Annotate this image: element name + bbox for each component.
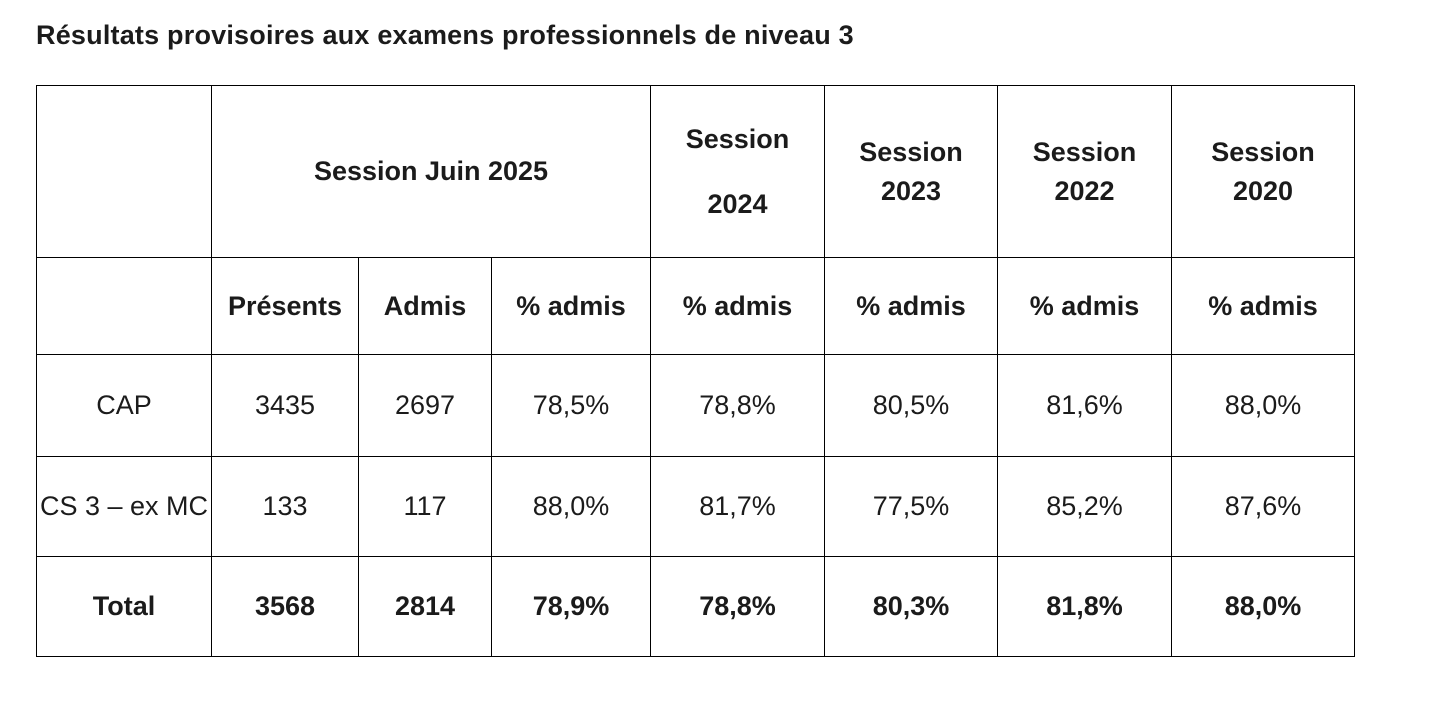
header-session-2020-word: Session [1211,136,1315,167]
cell-pct-2022: 81,6% [997,354,1172,457]
header-row-measures: Présents Admis % admis % admis % admis %… [36,257,1355,355]
cell-admis: 117 [358,456,492,557]
cell-pct-2020: 88,0% [1171,556,1355,657]
table-row-cs3-ex-mc: CS 3 – ex MC 133 117 88,0% 81,7% 77,5% 8… [36,456,1355,557]
cell-pct-2022: 85,2% [997,456,1172,557]
cell-pct-2025: 78,9% [491,556,651,657]
subheader-pct-admis-2025: % admis [491,257,651,355]
corner-blank-cell [36,85,212,258]
subheader-blank-cell [36,257,212,355]
table-row-total: Total 3568 2814 78,9% 78,8% 80,3% 81,8% … [36,556,1355,657]
header-session-2020: Session 2020 [1171,85,1355,258]
cell-pct-2023: 80,5% [824,354,998,457]
cell-pct-2025: 78,5% [491,354,651,457]
header-session-2023-word: Session [859,136,963,167]
subheader-pct-admis-2023: % admis [824,257,998,355]
cell-pct-2023: 77,5% [824,456,998,557]
cell-admis: 2697 [358,354,492,457]
cell-presents: 3568 [211,556,359,657]
header-session-2022-year: 2022 [1054,175,1115,206]
cell-pct-2024: 81,7% [650,456,825,557]
subheader-pct-admis-2024: % admis [650,257,825,355]
subheader-pct-admis-2022: % admis [997,257,1172,355]
header-row-sessions: Session Juin 2025 Session 2024 Session 2… [36,85,1355,258]
cell-presents: 133 [211,456,359,557]
cell-pct-2020: 88,0% [1171,354,1355,457]
page-title: Résultats provisoires aux examens profes… [36,20,854,50]
cell-pct-2024: 78,8% [650,354,825,457]
header-session-2023: Session 2023 [824,85,998,258]
subheader-pct-admis-2020: % admis [1171,257,1355,355]
header-session-2023-year: 2023 [880,175,942,206]
table-row-cap: CAP 3435 2697 78,5% 78,8% 80,5% 81,6% 88… [36,354,1355,457]
header-session-juin-2025: Session Juin 2025 [211,85,651,258]
header-session-2022-word: Session [1032,136,1137,167]
header-session-2020-year: 2020 [1232,175,1294,206]
cell-pct-2024: 78,8% [650,556,825,657]
subheader-admis: Admis [358,257,492,355]
row-label: CAP [36,354,212,457]
cell-pct-2025: 88,0% [491,456,651,557]
results-table: Session Juin 2025 Session 2024 Session 2… [36,85,1355,657]
header-session-2022: Session 2022 [997,85,1172,258]
row-label: Total [36,556,212,657]
cell-pct-2022: 81,8% [997,556,1172,657]
header-session-2024-word: Session [685,123,790,154]
row-label: CS 3 – ex MC [36,456,212,557]
cell-admis: 2814 [358,556,492,657]
header-session-2024: Session 2024 [650,85,825,258]
cell-pct-2020: 87,6% [1171,456,1355,557]
header-session-2024-year: 2024 [707,188,768,219]
subheader-presents: Présents [211,257,359,355]
cell-pct-2023: 80,3% [824,556,998,657]
cell-presents: 3435 [211,354,359,457]
